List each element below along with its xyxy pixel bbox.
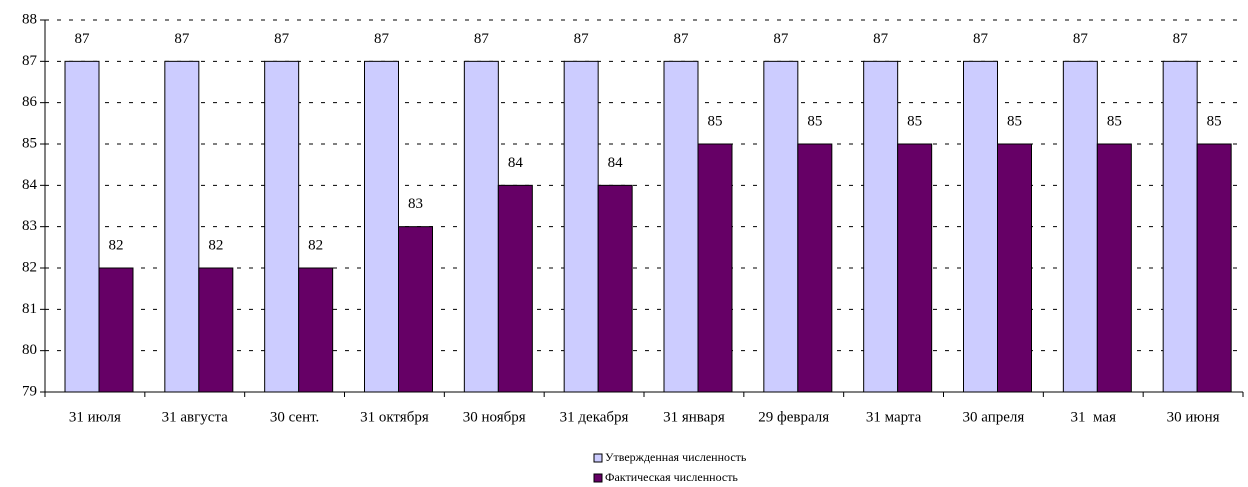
y-tick-label: 84 <box>22 177 38 193</box>
data-label: 87 <box>674 31 690 47</box>
x-tick-label: 31 декабря <box>560 409 629 425</box>
data-label: 85 <box>807 113 822 129</box>
data-label: 87 <box>1173 31 1189 47</box>
bar <box>64 60 100 393</box>
bar <box>863 60 899 393</box>
data-label: 87 <box>274 31 290 47</box>
bar <box>597 184 633 393</box>
bar <box>963 60 998 393</box>
x-tick-label: 29 февраля <box>758 409 829 425</box>
bar <box>797 143 833 393</box>
y-tick-label: 85 <box>22 135 37 151</box>
x-tick-label: 31 марта <box>866 409 922 425</box>
data-label: 83 <box>408 196 423 212</box>
bar <box>1062 60 1098 393</box>
data-label: 87 <box>174 31 190 47</box>
bar <box>1196 143 1232 393</box>
data-label: 82 <box>208 237 223 253</box>
y-tick-label: 81 <box>22 301 37 317</box>
bar <box>997 143 1032 393</box>
x-tick-label: 30 апреля <box>963 409 1025 425</box>
data-label: 87 <box>374 31 390 47</box>
data-label: 84 <box>608 155 624 171</box>
bar <box>1162 60 1198 393</box>
data-label: 85 <box>1107 113 1122 129</box>
x-tick-label: 31 июля <box>69 409 121 425</box>
bar <box>164 60 200 393</box>
bar <box>497 184 533 393</box>
data-label: 87 <box>773 31 789 47</box>
bar <box>198 267 234 393</box>
data-label: 87 <box>873 31 889 47</box>
bar <box>298 267 334 393</box>
x-tick-label: 31 августа <box>162 409 229 425</box>
legend-swatch <box>593 453 603 463</box>
y-tick-label: 80 <box>22 342 37 358</box>
bar <box>1096 143 1132 393</box>
data-label: 85 <box>1207 113 1222 129</box>
data-label: 87 <box>474 31 490 47</box>
legend-label: Утвержденная численность <box>605 450 747 464</box>
x-tick-label: 30 июня <box>1167 409 1220 425</box>
y-tick-label: 82 <box>22 259 37 275</box>
bar <box>364 60 399 393</box>
data-label: 85 <box>1007 113 1022 129</box>
bar <box>563 60 599 393</box>
bar <box>98 267 134 393</box>
bar <box>264 60 300 393</box>
data-label: 87 <box>973 31 989 47</box>
data-label: 87 <box>1073 31 1089 47</box>
bar <box>897 143 933 393</box>
bar <box>763 60 799 393</box>
y-tick-label: 79 <box>22 383 37 399</box>
x-tick-label: 31 октября <box>360 409 429 425</box>
data-label: 82 <box>109 237 124 253</box>
x-tick-label: 31 мая <box>1071 409 1117 425</box>
bar <box>463 60 499 393</box>
legend-label: Фактическая численность <box>605 470 738 484</box>
bar <box>398 226 433 393</box>
y-tick-label: 88 <box>22 11 37 27</box>
legend: Утвержденная численность Фактическая числ… <box>593 450 747 484</box>
data-label: 87 <box>574 31 590 47</box>
data-label: 82 <box>308 237 323 253</box>
y-tick-label: 83 <box>22 218 37 234</box>
data-label: 85 <box>907 113 922 129</box>
legend-swatch <box>593 473 603 483</box>
x-tick-label: 30 ноября <box>463 409 526 425</box>
bar <box>697 143 733 393</box>
x-tick-label: 30 сент. <box>270 409 319 425</box>
data-label: 87 <box>75 31 91 47</box>
x-tick-label: 31 января <box>663 409 725 425</box>
data-label: 84 <box>508 155 524 171</box>
y-tick-label: 87 <box>22 53 38 69</box>
bar <box>663 60 699 393</box>
data-label: 85 <box>708 113 723 129</box>
y-tick-label: 86 <box>22 94 38 110</box>
